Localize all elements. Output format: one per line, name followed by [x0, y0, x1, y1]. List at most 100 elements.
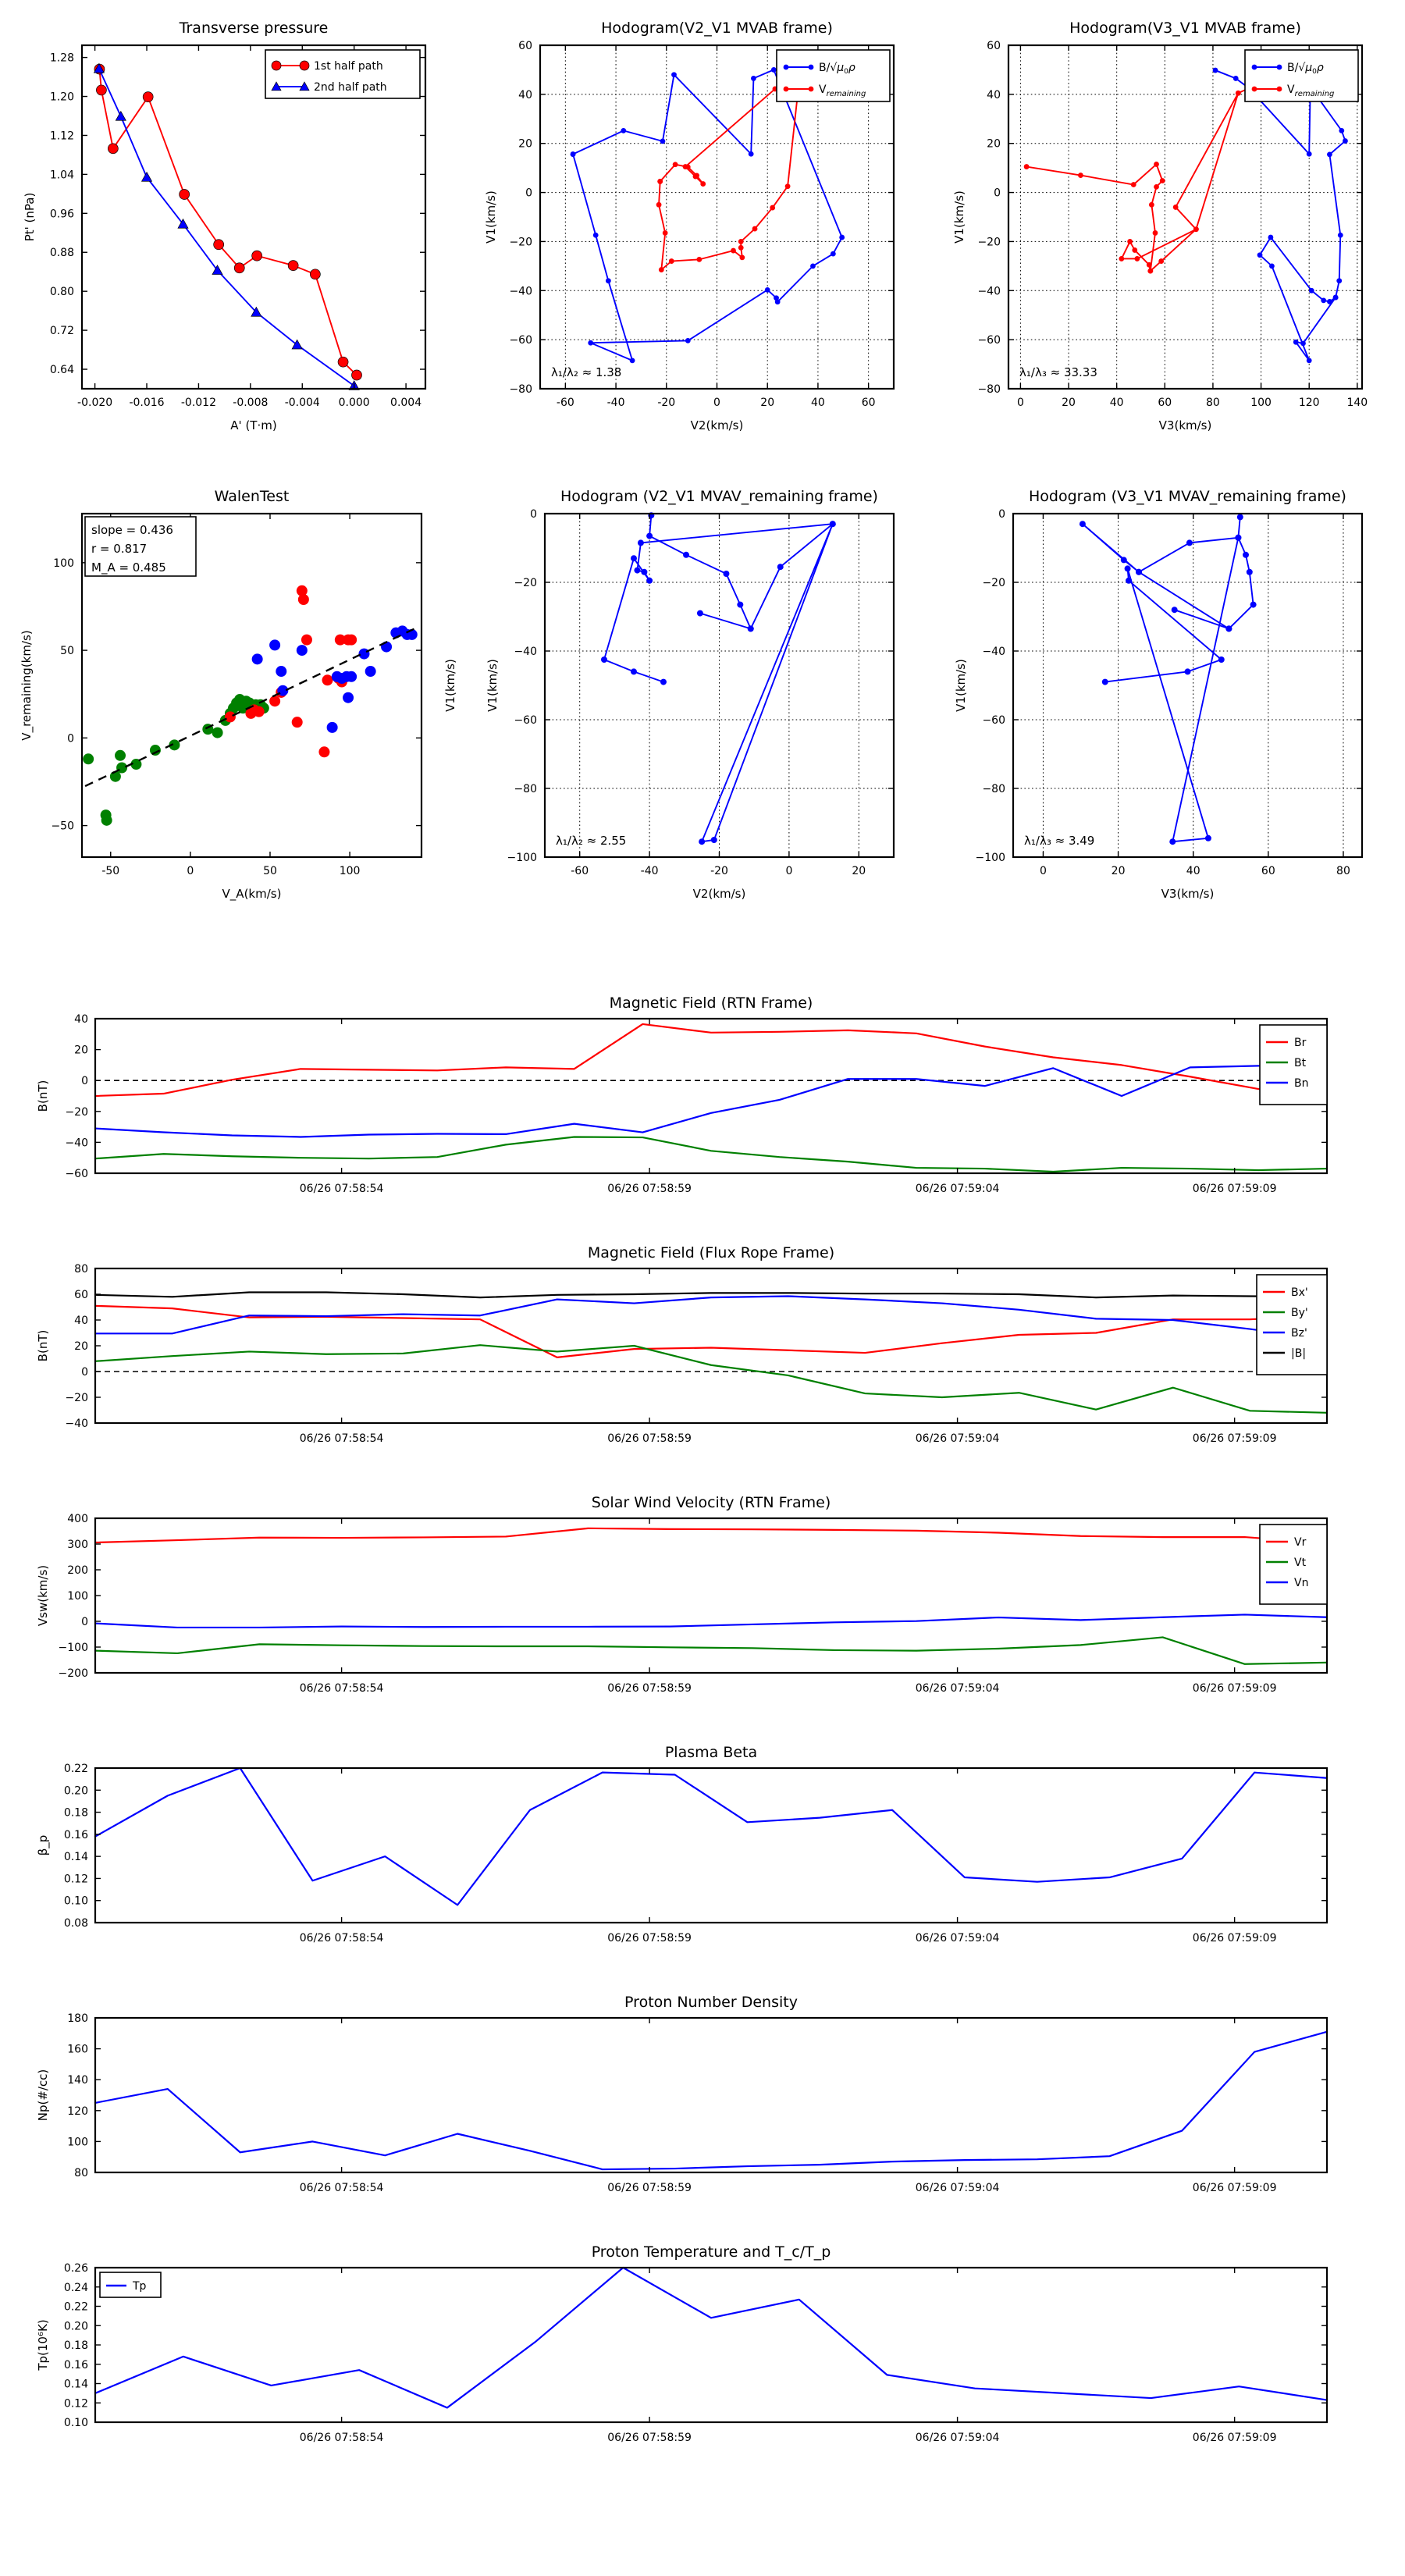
panel-hodogram-v3v1-mvab: Hodogram(V3_V1 MVAB frame) 0 20 40 60 80 100 12… — [937, 0, 1405, 468]
chart-title: Proton Number Density — [624, 1994, 798, 2011]
eigenvalue-ratio-annotation: λ₁/λ₃ ≈ 3.49 — [1024, 834, 1094, 848]
y-tick-label: 0.10 — [64, 2417, 88, 2429]
data-point — [770, 205, 776, 211]
legend-marker — [271, 81, 282, 91]
legend-marker — [1251, 86, 1257, 92]
series-Tp — [94, 2266, 1329, 2409]
data-point — [1154, 162, 1159, 167]
series-line-0 — [98, 68, 357, 376]
data-point — [1147, 268, 1154, 274]
legend-label: B/√μ0ρ — [1287, 62, 1324, 76]
x-tick-label: -60 — [571, 865, 589, 877]
data-point — [1101, 678, 1108, 685]
y-tick-label: 0.72 — [50, 325, 74, 337]
y-tick-label: 140 — [67, 2074, 88, 2087]
y-tick-label: −60 — [982, 714, 1005, 727]
data-point — [1326, 299, 1332, 304]
data-point — [683, 551, 690, 558]
data-point — [671, 72, 677, 78]
x-tick-label: 0 — [1017, 397, 1024, 409]
data-point — [1306, 151, 1312, 157]
data-point — [1184, 668, 1191, 675]
x-tick-label: 06/26 07:58:59 — [607, 2432, 692, 2444]
y-tick-label: 0.12 — [64, 2397, 88, 2410]
y-tick-label: −60 — [514, 714, 537, 727]
panel-magnetic-field-fluxrope: Magnetic Field (Flux Rope Frame) −40 −20 0 2… — [0, 1229, 1405, 1464]
x-tick-label: -20 — [710, 865, 728, 877]
legend-box — [776, 49, 891, 102]
data-point — [621, 127, 627, 133]
eigenvalue-ratio-annotation: λ₁/λ₂ ≈ 2.55 — [556, 834, 626, 848]
data-point — [656, 201, 662, 208]
data-point — [1326, 151, 1332, 158]
data-point — [1339, 127, 1345, 133]
data-point — [629, 358, 635, 364]
x-tick-label: 06/26 07:58:54 — [300, 1432, 384, 1445]
data-point — [276, 666, 287, 678]
legend-marker — [808, 64, 814, 70]
legend-box — [1244, 49, 1359, 102]
panel-hodogram-v2v1-mvavrem: Hodogram (V2_V1 MVAV_remaining frame) -60… — [468, 468, 937, 937]
x-tick-label: 0.004 — [390, 397, 422, 409]
data-point — [83, 753, 94, 765]
y-tick-label: −80 — [514, 783, 537, 795]
data-point — [668, 258, 674, 264]
series-By' — [94, 1344, 1329, 1414]
legend-marker — [783, 64, 789, 70]
data-point — [1172, 205, 1179, 210]
data-point — [179, 189, 190, 200]
data-point — [696, 610, 703, 617]
series-line-0 — [572, 69, 843, 361]
data-point — [1336, 278, 1343, 284]
chart-title: Hodogram (V2_V1 MVAV_remaining frame) — [560, 488, 878, 505]
y-tick-label: 0.88 — [50, 247, 74, 259]
legend-marker — [299, 81, 310, 91]
x-tick-label: 80 — [1206, 397, 1220, 409]
x-tick-label: 06/26 07:58:54 — [300, 2432, 384, 2444]
x-tick-label: 20 — [1112, 865, 1126, 877]
data-point — [810, 263, 816, 269]
data-point — [641, 568, 648, 575]
data-point — [1257, 252, 1263, 258]
y-axis-label: V1(km/s) — [954, 659, 968, 712]
legend-marker — [1276, 64, 1282, 70]
mach-number-value: M_A = 0.485 — [91, 560, 166, 575]
y-axis-label: β_p — [36, 1835, 51, 1856]
legend-box — [1259, 1024, 1328, 1105]
series-|B| — [94, 1291, 1329, 1299]
data-point — [115, 110, 126, 121]
data-point — [130, 759, 142, 770]
data-point — [1293, 339, 1299, 345]
series-line-1 — [1026, 87, 1250, 272]
y-tick-label: 0 — [998, 508, 1005, 521]
legend-label: Bz' — [1291, 1327, 1307, 1340]
data-point — [737, 601, 744, 608]
y-tick-label: 0.12 — [64, 1873, 88, 1885]
data-point — [212, 265, 223, 275]
data-point — [1193, 226, 1199, 233]
y-tick-label: −20 — [65, 1392, 88, 1404]
data-point — [658, 267, 664, 272]
series-Bx' — [94, 1304, 1329, 1358]
y-tick-label: 0.14 — [64, 1851, 88, 1863]
data-point — [634, 567, 641, 574]
y-axis-label: B(nT) — [36, 1330, 50, 1362]
data-point — [115, 749, 126, 761]
x-tick-label: 06/26 07:58:54 — [300, 2182, 384, 2194]
legend-label: Vn — [1294, 1577, 1308, 1589]
data-point — [253, 706, 265, 717]
legend-label: Bt — [1294, 1057, 1307, 1069]
x-tick-label: 06/26 07:59:09 — [1193, 2432, 1277, 2444]
data-point — [1308, 287, 1314, 294]
data-point — [1132, 247, 1138, 253]
y-tick-label: 0.10 — [64, 1895, 88, 1908]
data-point — [1127, 239, 1133, 244]
x-tick-label: 06/26 07:59:04 — [916, 2182, 1000, 2194]
y-tick-label: 0.22 — [64, 1763, 88, 1775]
axes-frame — [80, 44, 427, 390]
legend-marker — [1251, 64, 1257, 70]
y-tick-label: 1.28 — [50, 52, 74, 65]
y-tick-label: 0.96 — [50, 208, 74, 220]
data-point — [592, 232, 599, 238]
x-tick-label: 06/26 07:58:59 — [607, 1932, 692, 1944]
